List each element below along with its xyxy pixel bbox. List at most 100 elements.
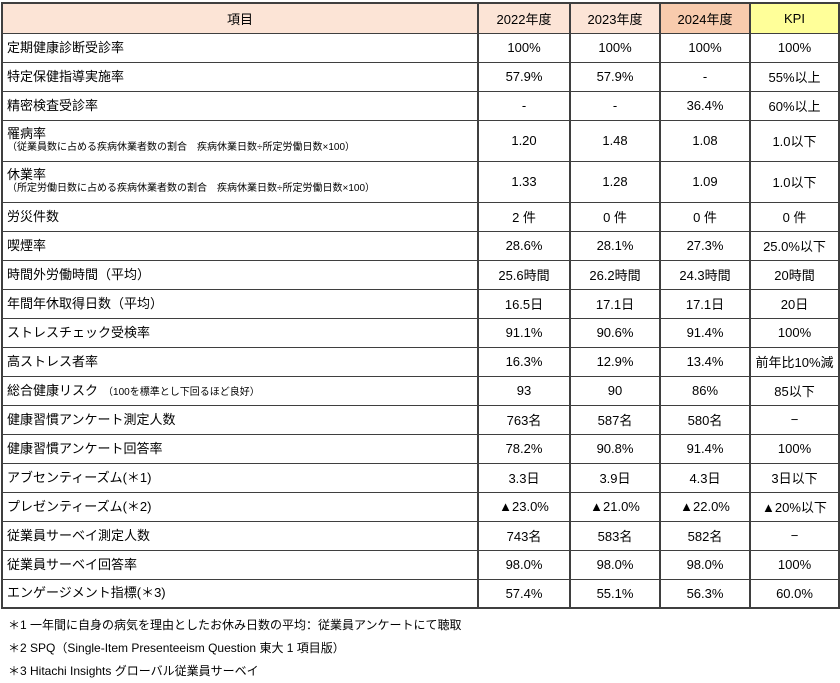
row-label-cell: 従業員サーベイ測定人数 xyxy=(1,520,479,551)
cell-kpi: 60%以上 xyxy=(749,90,840,121)
row-label: 健康習慣アンケート測定人数 xyxy=(7,411,176,427)
row-label: アブセンティーズム(＊1) xyxy=(7,469,152,485)
cell-kpi: 3日以下 xyxy=(749,462,840,493)
cell-kpi: 20時間 xyxy=(749,259,840,290)
cell-fy2024: 17.1日 xyxy=(659,288,751,319)
cell-fy2023: 90.6% xyxy=(569,317,661,348)
row-label-cell: 高ストレス者率 xyxy=(1,346,479,377)
row-label: 労災件数 xyxy=(7,208,60,224)
row-label-cell: エンゲージメント指標(＊3) xyxy=(1,578,479,609)
cell-fy2022: 57.9% xyxy=(477,61,571,92)
cell-fy2023: 17.1日 xyxy=(569,288,661,319)
row-label-cell: ストレスチェック受検率 xyxy=(1,317,479,348)
row-label-cell: 健康習慣アンケート測定人数 xyxy=(1,404,479,435)
row-label-cell: アブセンティーズム(＊1) xyxy=(1,462,479,493)
row-label-cell: 総合健康リスク （100を標準とし下回るほど良好） xyxy=(1,375,479,406)
table-row: ストレスチェック受検率 91.1% 90.6% 91.4% 100% xyxy=(1,317,840,348)
cell-fy2022: 25.6時間 xyxy=(477,259,571,290)
cell-fy2022: 16.5日 xyxy=(477,288,571,319)
cell-fy2024: ▲22.0% xyxy=(659,491,751,522)
table-row: 健康習慣アンケート測定人数 763名 587名 580名 − xyxy=(1,404,840,435)
row-label: 精密検査受診率 xyxy=(7,97,99,113)
cell-kpi: 85以下 xyxy=(749,375,840,406)
cell-kpi: 0 件 xyxy=(749,201,840,232)
footnote: ＊3 Hitachi Insights グローバル従業員サーベイ xyxy=(8,664,259,678)
cell-fy2024: 98.0% xyxy=(659,549,751,580)
cell-fy2023: ▲21.0% xyxy=(569,491,661,522)
row-label-cell: 罹病率 （従業員数に占める疾病休業者数の割合 疾病休業日数÷所定労働日数×100） xyxy=(1,119,479,162)
cell-fy2022: 57.4% xyxy=(477,578,571,609)
row-label-cell: プレゼンティーズム(＊2) xyxy=(1,491,479,522)
row-label-cell: 健康習慣アンケート回答率 xyxy=(1,433,479,464)
table-row: 従業員サーベイ測定人数 743名 583名 582名 − xyxy=(1,520,840,551)
cell-kpi: 1.0以下 xyxy=(749,160,840,203)
column-header-fy2024: 2024年度 xyxy=(659,2,751,34)
cell-fy2023: 1.28 xyxy=(569,160,661,203)
cell-fy2024: 24.3時間 xyxy=(659,259,751,290)
row-label: 特定保健指導実施率 xyxy=(7,68,125,84)
row-label: 休業率 xyxy=(7,167,47,183)
table-row: アブセンティーズム(＊1) 3.3日 3.9日 4.3日 3日以下 xyxy=(1,462,840,493)
table-row: 高ストレス者率 16.3% 12.9% 13.4% 前年比10%減 xyxy=(1,346,840,377)
table-row: 特定保健指導実施率 57.9% 57.9% -55%以上 xyxy=(1,61,840,92)
row-label-cell: 特定保健指導実施率 xyxy=(1,61,479,92)
column-header-fy2022: 2022年度 xyxy=(477,2,571,34)
cell-fy2022: 3.3日 xyxy=(477,462,571,493)
cell-kpi: 1.0以下 xyxy=(749,119,840,162)
column-header-item: 項目 xyxy=(1,2,479,34)
table-row: 喫煙率 28.6% 28.1% 27.3% 25.0%以下 xyxy=(1,230,840,261)
row-label-cell: 労災件数 xyxy=(1,201,479,232)
cell-kpi: 100% xyxy=(749,433,840,464)
table-row: 年間年休取得日数（平均） 16.5日 17.1日 17.1日 20日 xyxy=(1,288,840,319)
cell-fy2024: 0 件 xyxy=(659,201,751,232)
table-row: 総合健康リスク （100を標準とし下回るほど良好） 93 90 86% 85以下 xyxy=(1,375,840,406)
cell-kpi: 100% xyxy=(749,317,840,348)
cell-fy2023: 0 件 xyxy=(569,201,661,232)
cell-kpi: 前年比10%減 xyxy=(749,346,840,377)
cell-fy2022: 1.33 xyxy=(477,160,571,203)
cell-fy2024: 91.4% xyxy=(659,433,751,464)
cell-kpi: ▲20%以下 xyxy=(749,491,840,522)
cell-fy2022: 16.3% xyxy=(477,346,571,377)
cell-fy2022: 93 xyxy=(477,375,571,406)
cell-fy2022: 1.20 xyxy=(477,119,571,162)
cell-fy2022: 28.6% xyxy=(477,230,571,261)
header-row: 項目 2022年度 2023年度 2024年度 KPI xyxy=(1,2,840,34)
row-label: エンゲージメント指標(＊3) xyxy=(7,585,166,601)
cell-fy2024: 580名 xyxy=(659,404,751,435)
row-label: 総合健康リスク xyxy=(7,382,99,398)
cell-fy2024: 91.4% xyxy=(659,317,751,348)
cell-fy2023: 1.48 xyxy=(569,119,661,162)
row-label: 定期健康診断受診率 xyxy=(7,39,125,55)
cell-fy2022: 98.0% xyxy=(477,549,571,580)
footnote: ＊2 SPQ（Single-Item Presenteeism Question… xyxy=(8,641,345,655)
cell-fy2022: 763名 xyxy=(477,404,571,435)
row-label-cell: 定期健康診断受診率 xyxy=(1,32,479,63)
health-kpi-table: 項目 2022年度 2023年度 2024年度 KPI 定期健康診断受診率 100% 100… xyxy=(1,2,840,609)
row-sublabel: （100を標準とし下回るほど良好） xyxy=(103,386,260,398)
row-label-cell: 喫煙率 xyxy=(1,230,479,261)
row-label-cell: 従業員サーベイ回答率 xyxy=(1,549,479,580)
cell-kpi: − xyxy=(749,520,840,551)
cell-fy2023: 12.9% xyxy=(569,346,661,377)
cell-fy2024: 4.3日 xyxy=(659,462,751,493)
row-label: 罹病率 xyxy=(7,126,47,142)
cell-kpi: 100% xyxy=(749,32,840,63)
cell-fy2024: 13.4% xyxy=(659,346,751,377)
cell-fy2024: 86% xyxy=(659,375,751,406)
table-row: 精密検査受診率 - -36.4% 60%以上 xyxy=(1,90,840,121)
cell-fy2022: 78.2% xyxy=(477,433,571,464)
row-label-cell: 精密検査受診率 xyxy=(1,90,479,121)
row-label: 時間外労働時間（平均） xyxy=(7,266,151,282)
row-sublabel: （従業員数に占める疾病休業者数の割合 疾病休業日数÷所定労働日数×100） xyxy=(7,142,356,154)
row-label-cell: 年間年休取得日数（平均） xyxy=(1,288,479,319)
cell-fy2023: 587名 xyxy=(569,404,661,435)
table-row: 定期健康診断受診率 100% 100% 100% 100% xyxy=(1,32,840,63)
cell-fy2023: 90.8% xyxy=(569,433,661,464)
cell-fy2023: 57.9% xyxy=(569,61,661,92)
cell-kpi: 60.0% xyxy=(749,578,840,609)
cell-fy2024: 27.3% xyxy=(659,230,751,261)
cell-kpi: 55%以上 xyxy=(749,61,840,92)
